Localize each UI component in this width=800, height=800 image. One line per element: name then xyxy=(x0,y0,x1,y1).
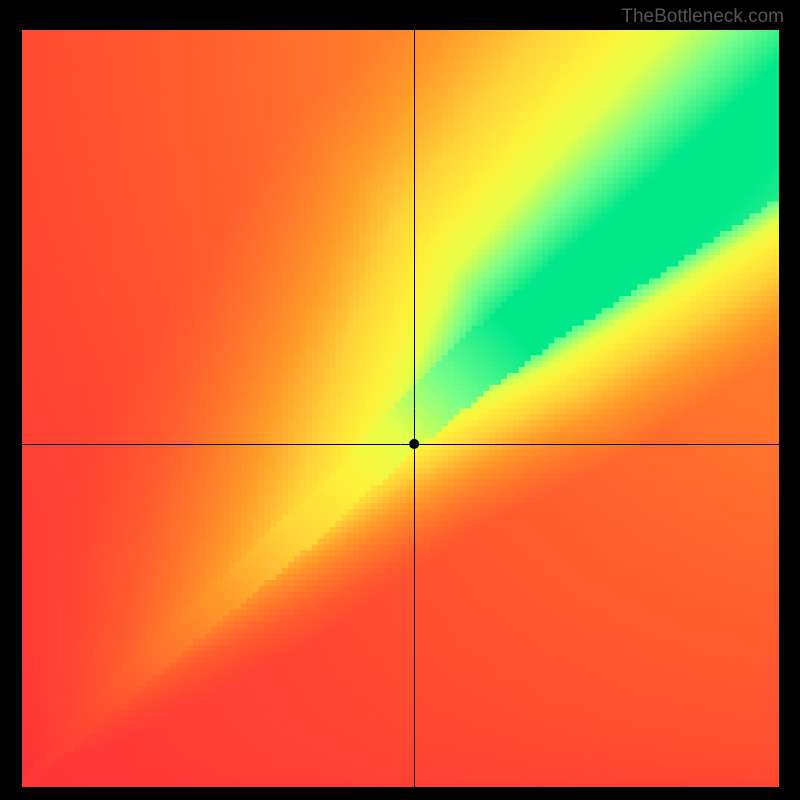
chart-container: TheBottleneck.com xyxy=(0,0,800,800)
watermark-text: TheBottleneck.com xyxy=(621,6,784,28)
bottleneck-heatmap xyxy=(22,30,779,787)
